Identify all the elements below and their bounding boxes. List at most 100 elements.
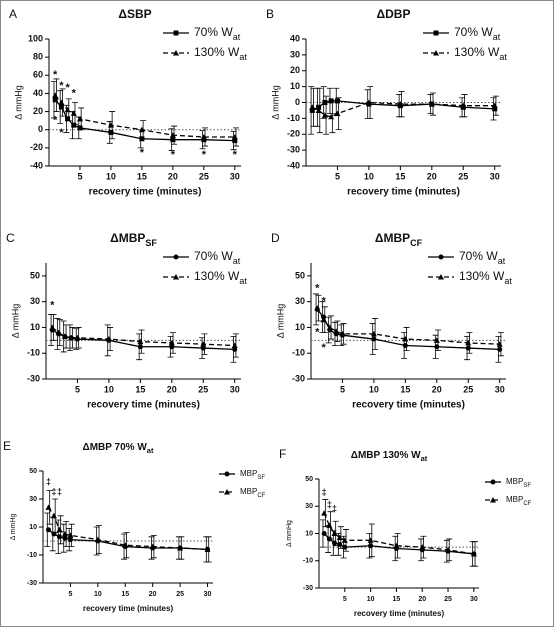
- panel-letter: F: [279, 447, 286, 461]
- marker: [56, 534, 62, 540]
- x-tick-label: 10: [369, 384, 379, 394]
- annotation: *: [72, 87, 77, 99]
- y-tick-label: 10: [30, 322, 40, 332]
- marker: [200, 133, 207, 140]
- marker: [433, 50, 439, 56]
- annotation: *: [171, 149, 176, 161]
- legend-label-sub: SF: [523, 483, 531, 489]
- chart-title-main: ΔDBP: [377, 7, 411, 21]
- marker: [402, 336, 409, 342]
- marker: [168, 339, 175, 346]
- legend-label-sub: at: [498, 256, 506, 266]
- marker: [137, 338, 144, 345]
- legend-label-sub: CF: [523, 501, 531, 507]
- x-axis-label: recovery time (minutes): [89, 187, 202, 198]
- x-tick-label: 25: [176, 591, 184, 598]
- chart-title-main: ΔMBP 130% W: [351, 450, 421, 461]
- y-tick-label: 50: [30, 270, 40, 280]
- marker: [331, 530, 338, 536]
- panel-letter: B: [266, 7, 274, 21]
- legend-label-main: 130% W: [194, 45, 240, 59]
- legend-label-main: 70% W: [454, 25, 493, 39]
- y-tick-label: 10: [295, 322, 305, 332]
- annotation: ‡: [322, 487, 327, 497]
- marker: [368, 543, 374, 549]
- y-tick-label: 40: [33, 88, 43, 98]
- x-tick-label: 15: [395, 171, 405, 181]
- legend-label-main: 130% W: [459, 269, 505, 283]
- y-tick-label: 50: [295, 270, 305, 280]
- marker: [497, 346, 503, 352]
- x-tick-label: 30: [470, 596, 478, 603]
- y-axis-label: Δ mmHg: [13, 85, 23, 120]
- y-tick-label: 40: [290, 33, 300, 43]
- marker: [77, 125, 83, 131]
- series-line: [51, 326, 235, 347]
- y-tick-label: -40: [30, 160, 43, 170]
- y-tick-label: -10: [27, 552, 37, 559]
- annotation: *: [321, 296, 326, 308]
- legend-label-sub: SF: [257, 475, 265, 481]
- annotation: *: [59, 127, 64, 139]
- y-tick-label: -30: [27, 373, 40, 383]
- marker: [492, 106, 498, 112]
- y-tick-label: 10: [29, 524, 37, 531]
- marker: [371, 336, 377, 342]
- marker: [370, 330, 377, 337]
- annotation: ‡: [57, 486, 62, 496]
- y-tick-label: 30: [290, 49, 300, 59]
- marker: [67, 532, 74, 538]
- legend-label: 130% Wat: [194, 269, 247, 286]
- marker: [419, 544, 426, 550]
- annotation: ‡: [327, 499, 332, 509]
- marker: [309, 107, 315, 113]
- series-line: [323, 512, 474, 555]
- chart-title-sub: CF: [410, 238, 422, 248]
- series-line: [311, 100, 495, 112]
- marker: [433, 30, 439, 36]
- marker: [170, 137, 176, 143]
- marker: [70, 110, 77, 116]
- annotation: *: [233, 149, 238, 161]
- y-tick-label: 30: [305, 503, 313, 510]
- x-tick-label: 15: [121, 591, 129, 598]
- annotation: *: [315, 283, 320, 295]
- y-tick-label: -10: [292, 348, 305, 358]
- marker: [224, 489, 230, 495]
- marker: [108, 129, 114, 135]
- marker: [465, 339, 472, 346]
- marker: [328, 113, 335, 120]
- x-tick-label: 5: [75, 384, 80, 394]
- series-line: [54, 94, 235, 138]
- y-tick-label: -40: [287, 160, 300, 170]
- legend-label: 130% Wat: [194, 45, 247, 62]
- marker: [365, 99, 372, 105]
- legend-label-main: 70% W: [459, 249, 498, 263]
- marker: [201, 137, 207, 143]
- marker: [173, 254, 179, 260]
- x-tick-label: 20: [418, 596, 426, 603]
- legend-label-sub: at: [499, 52, 507, 62]
- marker: [326, 324, 333, 330]
- y-tick-label: -30: [287, 145, 300, 155]
- annotation: ‡: [332, 503, 337, 513]
- x-tick-label: 10: [104, 384, 114, 394]
- marker: [397, 101, 404, 107]
- marker: [61, 333, 68, 339]
- x-tick-label: 25: [463, 384, 473, 394]
- y-tick-label: 50: [29, 468, 37, 475]
- panel-letter: A: [9, 7, 17, 21]
- y-tick-label: 10: [290, 81, 300, 91]
- marker: [173, 50, 179, 56]
- y-tick-label: -30: [292, 373, 305, 383]
- marker: [334, 98, 340, 104]
- marker: [465, 345, 471, 351]
- y-tick-label: 0: [295, 97, 300, 107]
- legend-label-main: 130% W: [194, 269, 240, 283]
- marker: [52, 92, 59, 98]
- legend-label: 70% Wat: [454, 25, 501, 42]
- marker: [71, 122, 77, 128]
- marker: [490, 479, 496, 485]
- annotation: *: [53, 115, 58, 127]
- x-axis-label: recovery time (minutes): [352, 400, 465, 411]
